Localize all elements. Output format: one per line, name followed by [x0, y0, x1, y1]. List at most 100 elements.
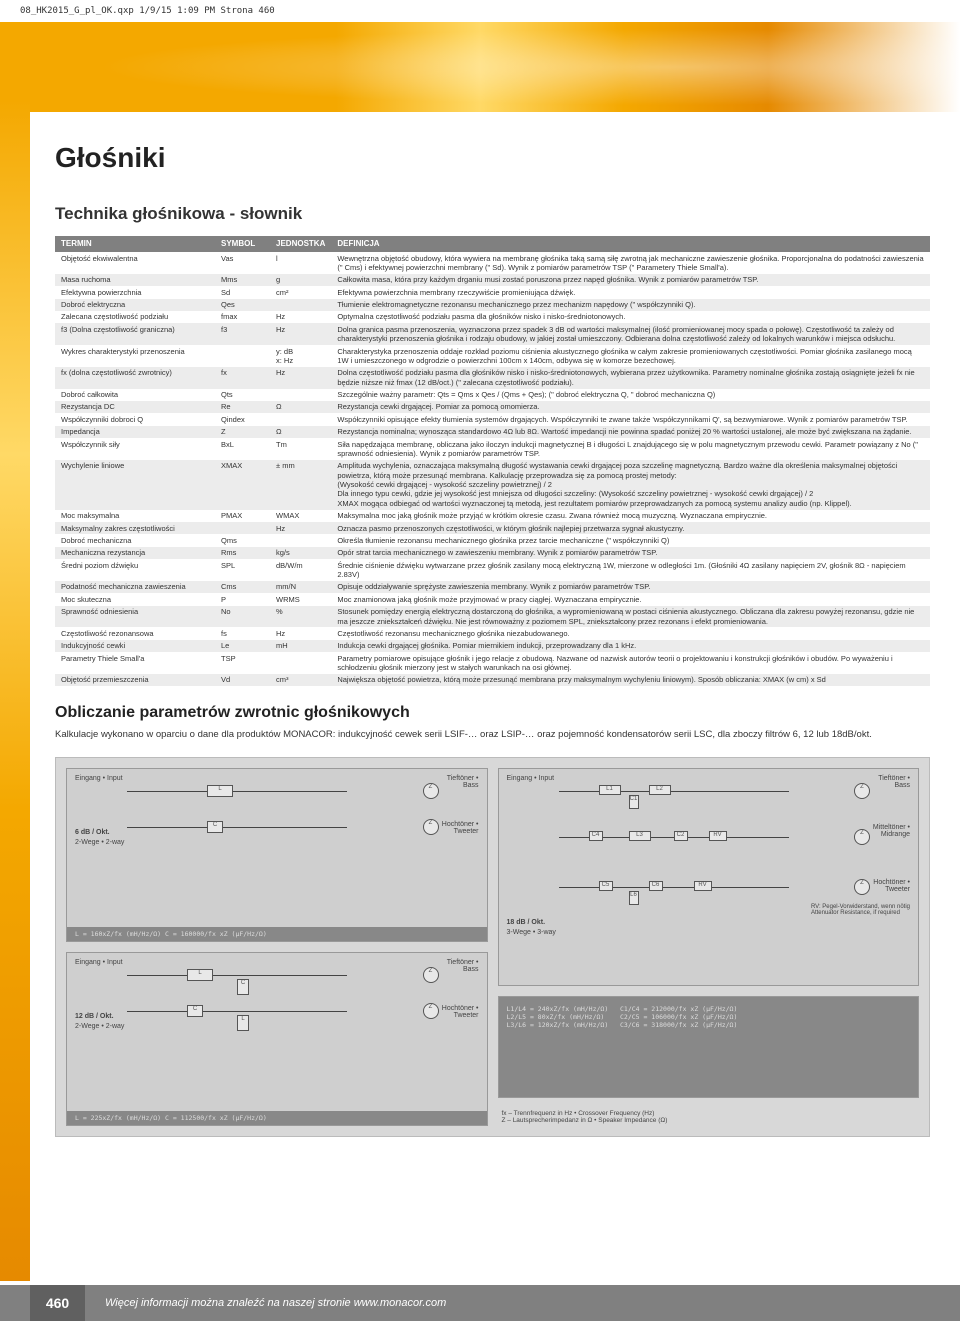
diagram-legend: fx – Trennfrequenz in Hz • Crossover Fre… — [498, 1108, 920, 1126]
table-row: Wychylenie linioweXMAX± mmAmplituda wych… — [55, 460, 930, 510]
resistor-icon: RV — [709, 831, 727, 841]
cell-unit: mm/N — [270, 581, 331, 593]
diag-type-label: 2-Wege • 2-way — [75, 1023, 124, 1030]
diag-tweeter-label: Hochtöner • Tweeter — [442, 1005, 479, 1019]
cell-term: Moc skuteczna — [55, 593, 215, 605]
cell-def: Efektywna powierzchnia membrany rzeczywi… — [331, 286, 930, 298]
inductor-icon: L — [187, 969, 213, 981]
cell-term: fx (dolna częstotliwość zwrotnicy) — [55, 367, 215, 389]
cell-unit: WRMS — [270, 593, 331, 605]
diag-type-label: 3-Wege • 3-way — [507, 929, 556, 936]
inductor-icon: L — [237, 1015, 249, 1031]
speaker-icon: Z — [423, 967, 439, 983]
cell-def: Rezystancja nominalna; wynosząca standar… — [331, 426, 930, 438]
cell-term: Moc maksymalna — [55, 510, 215, 522]
capacitor-icon: C — [187, 1005, 203, 1017]
cell-def: Parametry pomiarowe opisujące głośnik i … — [331, 652, 930, 674]
table-row: Dobroć mechanicznaQmsOkreśla tłumienie r… — [55, 534, 930, 546]
cell-unit: Hz — [270, 311, 331, 323]
crossover-diagrams: Eingang • Input Tieftöner • Bass Hochtön… — [55, 757, 930, 1137]
cell-term: Masa ruchoma — [55, 274, 215, 286]
cell-sym: TSP — [215, 652, 270, 674]
cell-unit — [270, 652, 331, 674]
table-row: Mechaniczna rezystancjaRmskg/sOpór strat… — [55, 547, 930, 559]
speaker-icon: Z — [854, 829, 870, 845]
cell-term: Indukcyjność cewki — [55, 640, 215, 652]
cell-sym: Sd — [215, 286, 270, 298]
cell-sym: Vas — [215, 252, 270, 274]
diag-slope-label: 18 dB / Okt. — [507, 919, 546, 926]
cell-sym: Re — [215, 401, 270, 413]
diag-bass-label: Tieftöner • Bass — [447, 775, 479, 789]
cell-unit: Tm — [270, 438, 331, 460]
table-row: Współczynniki dobroci QQindexWspółczynni… — [55, 413, 930, 425]
cell-term: Współczynniki dobroci Q — [55, 413, 215, 425]
cell-def: Charakterystyka przenoszenia oddaje rozk… — [331, 345, 930, 367]
cell-def: Szczególnie ważny parametr: Qts = Qms x … — [331, 389, 930, 401]
speaker-icon: Z — [423, 819, 439, 835]
cell-sym: SPL — [215, 559, 270, 581]
cell-def: Dolna granica pasma przenoszenia, wyznac… — [331, 323, 930, 345]
table-row: Dobroć całkowitaQtsSzczególnie ważny par… — [55, 389, 930, 401]
speaker-icon: Z — [423, 1003, 439, 1019]
table-row: ImpedancjaZΩRezystancja nominalna; wynos… — [55, 426, 930, 438]
table-row: Wykres charakterystyki przenoszeniay: dB… — [55, 345, 930, 367]
cell-def: Optymalna częstotliwość podziału pasma d… — [331, 311, 930, 323]
wire — [127, 975, 347, 976]
table-row: Zalecana częstotliwość podziałufmaxHzOpt… — [55, 311, 930, 323]
diag-input-label: Eingang • Input — [75, 959, 123, 966]
glossary-table: TERMIN SYMBOL JEDNOSTKA DEFINICJA Objęto… — [55, 236, 930, 686]
cell-unit: g — [270, 274, 331, 286]
cell-def: Częstotliwość rezonansu mechanicznego gł… — [331, 627, 930, 639]
cell-unit: Hz — [270, 323, 331, 345]
cell-unit: % — [270, 606, 331, 628]
formula-text: L = 225xZ/fx (mH/Hz/Ω) C = 112500/fx xZ … — [67, 1111, 487, 1125]
page-number: 460 — [30, 1285, 85, 1321]
formula-text: L = 160xZ/fx (mH/Hz/Ω) C = 160000/fx xZ … — [67, 927, 487, 941]
table-row: Sprawność odniesieniaNo%Stosunek pomiędz… — [55, 606, 930, 628]
th-definition: DEFINICJA — [331, 236, 930, 252]
cell-sym — [215, 345, 270, 367]
cell-sym: P — [215, 593, 270, 605]
table-row: Współczynnik siłyBxLTmSiła napędzająca m… — [55, 438, 930, 460]
cell-unit: Ω — [270, 401, 331, 413]
cell-def: Maksymalna moc jaką głośnik może przyjąć… — [331, 510, 930, 522]
cell-term: Wykres charakterystyki przenoszenia — [55, 345, 215, 367]
diag-slope-label: 12 dB / Okt. — [75, 1013, 114, 1020]
cell-sym: Cms — [215, 581, 270, 593]
th-symbol: SYMBOL — [215, 236, 270, 252]
cell-def: Indukcja cewki drgającej głośnika. Pomia… — [331, 640, 930, 652]
cell-def: Tłumienie elektromagnetyczne rezonansu m… — [331, 299, 930, 311]
diag-input-label: Eingang • Input — [75, 775, 123, 782]
cell-term: Zalecana częstotliwość podziału — [55, 311, 215, 323]
cell-sym: PMAX — [215, 510, 270, 522]
diagram-2way-12db: Eingang • Input Tieftöner • Bass Hochtön… — [66, 952, 488, 1126]
decorative-side-stripe — [0, 100, 30, 1281]
cell-sym: f3 — [215, 323, 270, 345]
wire — [559, 887, 789, 888]
table-row: Częstotliwość rezonansowafsHzCzęstotliwo… — [55, 627, 930, 639]
wire — [127, 1011, 347, 1012]
category-title: Głośniki — [55, 142, 930, 174]
diag-input-label: Eingang • Input — [507, 775, 555, 782]
cell-unit: Hz — [270, 627, 331, 639]
cell-def: Największa objętość powietrza, którą moż… — [331, 674, 930, 686]
cell-def: Dolna częstotliwość podziału pasma dla g… — [331, 367, 930, 389]
cell-term: Objętość przemieszczenia — [55, 674, 215, 686]
diag-mid-label: Mitteltöner • Midrange — [873, 824, 910, 838]
cell-term: f3 (Dolna częstotliwość graniczna) — [55, 323, 215, 345]
cell-term: Sprawność odniesienia — [55, 606, 215, 628]
cell-sym: Le — [215, 640, 270, 652]
cell-def: Stosunek pomiędzy energią elektryczną do… — [331, 606, 930, 628]
speaker-icon: Z — [854, 783, 870, 799]
cell-def: Całkowita masa, która przy każdym drgani… — [331, 274, 930, 286]
cell-sym: Rms — [215, 547, 270, 559]
table-row: Podatność mechaniczna zawieszeniaCmsmm/N… — [55, 581, 930, 593]
cell-unit: mH — [270, 640, 331, 652]
speaker-icon: Z — [423, 783, 439, 799]
capacitor-icon: C — [237, 979, 249, 995]
cell-term: Rezystancja DC — [55, 401, 215, 413]
resistor-icon: RV — [694, 881, 712, 891]
cell-sym: Qms — [215, 534, 270, 546]
capacitor-icon: C4 — [589, 831, 603, 841]
